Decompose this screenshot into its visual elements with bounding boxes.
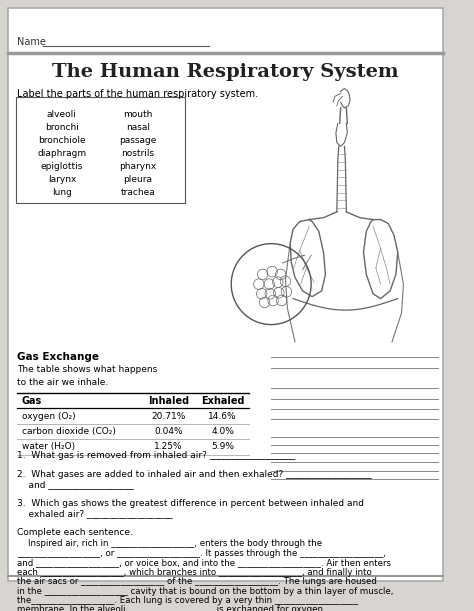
Text: 1.25%: 1.25% xyxy=(154,442,183,452)
Text: 2.  What gases are added to inhaled air and then exhaled? ___________________: 2. What gases are added to inhaled air a… xyxy=(17,470,372,479)
Text: bronchi: bronchi xyxy=(45,123,79,132)
Text: nostrils: nostrils xyxy=(121,149,155,158)
FancyBboxPatch shape xyxy=(16,97,184,203)
Text: Name: Name xyxy=(17,37,46,48)
Text: alveoli: alveoli xyxy=(47,110,77,119)
Text: carbon dioxide (CO₂): carbon dioxide (CO₂) xyxy=(22,427,116,436)
Text: the air sacs or ___________________ of the ___________________. The lungs are ho: the air sacs or ___________________ of t… xyxy=(17,577,377,586)
Text: epiglottis: epiglottis xyxy=(41,162,83,171)
Text: oxygen (O₂): oxygen (O₂) xyxy=(22,412,75,420)
Text: Inspired air, rich in ___________________, enters the body through the: Inspired air, rich in __________________… xyxy=(17,540,322,548)
Text: passage: passage xyxy=(119,136,157,145)
Text: water (H₂O): water (H₂O) xyxy=(22,442,75,452)
Text: in the ___________________ cavity that is bound on the bottom by a thin layer of: in the ___________________ cavity that i… xyxy=(17,587,393,596)
Text: Complete each sentence.: Complete each sentence. xyxy=(17,528,133,537)
Text: membrane. In the alveoli, ___________________ is exchanged for oxygen.: membrane. In the alveoli, ______________… xyxy=(17,606,326,611)
Text: Exhaled: Exhaled xyxy=(201,396,245,406)
Text: The table shows what happens
to the air we inhale.: The table shows what happens to the air … xyxy=(17,365,157,387)
Text: 14.6%: 14.6% xyxy=(209,412,237,420)
Text: Gas: Gas xyxy=(22,396,42,406)
Text: 20.71%: 20.71% xyxy=(151,412,186,420)
Text: pharynx: pharynx xyxy=(119,162,156,171)
Text: diaphragm: diaphragm xyxy=(37,149,86,158)
Text: Label the parts of the human respiratory system.: Label the parts of the human respiratory… xyxy=(17,89,258,98)
Text: lung: lung xyxy=(52,188,72,197)
Text: The Human Respiratory System: The Human Respiratory System xyxy=(52,63,399,81)
Text: 0.04%: 0.04% xyxy=(154,427,183,436)
Text: bronchiole: bronchiole xyxy=(38,136,86,145)
Text: 5.9%: 5.9% xyxy=(211,442,234,452)
Text: and ___________________: and ___________________ xyxy=(17,481,134,489)
Text: exhaled air? ___________________: exhaled air? ___________________ xyxy=(17,510,173,519)
Text: 4.0%: 4.0% xyxy=(211,427,234,436)
Text: mouth: mouth xyxy=(123,110,153,119)
Text: pleura: pleura xyxy=(123,175,153,184)
Text: larynx: larynx xyxy=(48,175,76,184)
Text: each ___________________, which branches into ___________________, and finally i: each ___________________, which branches… xyxy=(17,568,372,577)
Text: ___________________, or ___________________. It passes through the _____________: ___________________, or ________________… xyxy=(17,549,386,558)
Text: Inhaled: Inhaled xyxy=(148,396,189,406)
Text: 3.  Which gas shows the greatest difference in percent between inhaled and: 3. Which gas shows the greatest differen… xyxy=(17,499,364,508)
Text: trachea: trachea xyxy=(120,188,155,197)
Text: nasal: nasal xyxy=(126,123,150,132)
Text: and ___________________, or voice box, and into the ___________________. Air the: and ___________________, or voice box, a… xyxy=(17,558,391,567)
Text: the___________________. Each lung is covered by a very thin ___________________: the___________________. Each lung is cov… xyxy=(17,596,358,605)
Text: Gas Exchange: Gas Exchange xyxy=(17,351,99,362)
Text: 1.  What gas is removed from inhaled air? ___________________: 1. What gas is removed from inhaled air?… xyxy=(17,451,295,459)
